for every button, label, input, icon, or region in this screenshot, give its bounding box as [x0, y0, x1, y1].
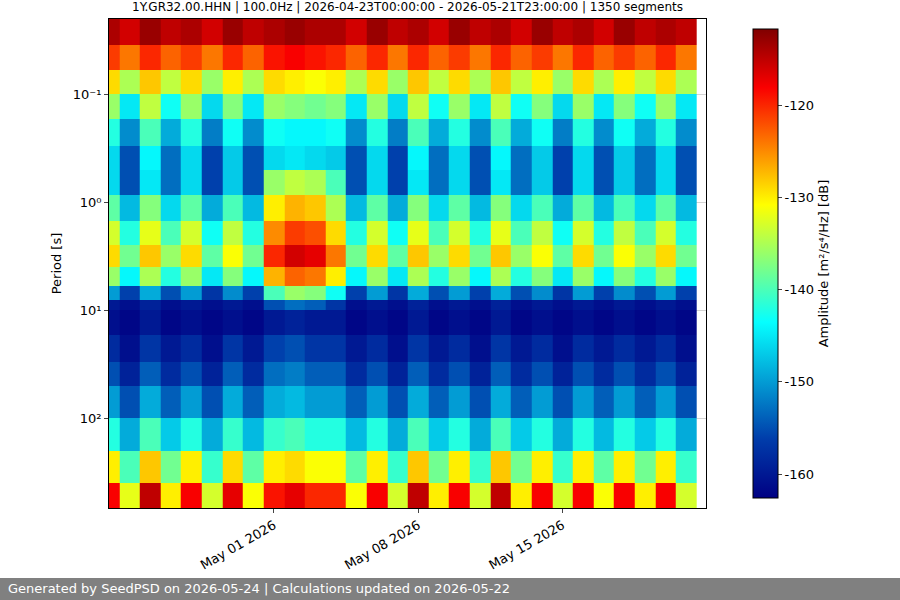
svg-text:-120: -120: [785, 98, 815, 113]
svg-text:May 08 2026: May 08 2026: [342, 517, 423, 572]
html-text:Generated by SeedPSD on 2026-0: Generated by SeedPSD on 2026-05-24 | Cal…: [8, 581, 510, 596]
svg-text:10²: 10²: [80, 411, 102, 426]
svg-text:1Y.GR32.00.HHN | 100.0Hz | 202: 1Y.GR32.00.HHN | 100.0Hz | 2026-04-23T00…: [132, 0, 683, 14]
svg-text:10¹: 10¹: [80, 303, 102, 318]
svg-text:May 01 2026: May 01 2026: [198, 517, 279, 572]
svg-text:-160: -160: [785, 467, 815, 482]
svg-text:-130: -130: [785, 190, 815, 205]
svg-text:10⁰: 10⁰: [80, 195, 102, 210]
svg-text:Amplitude [m²/s⁴/Hz] [dB]: Amplitude [m²/s⁴/Hz] [dB]: [816, 180, 831, 348]
svg-text:-140: -140: [785, 282, 815, 297]
svg-text:10⁻¹: 10⁻¹: [73, 87, 102, 102]
svg-text:-150: -150: [785, 374, 815, 389]
svg-text:May 15 2026: May 15 2026: [486, 517, 567, 572]
svg-text:Period [s]: Period [s]: [49, 233, 64, 295]
